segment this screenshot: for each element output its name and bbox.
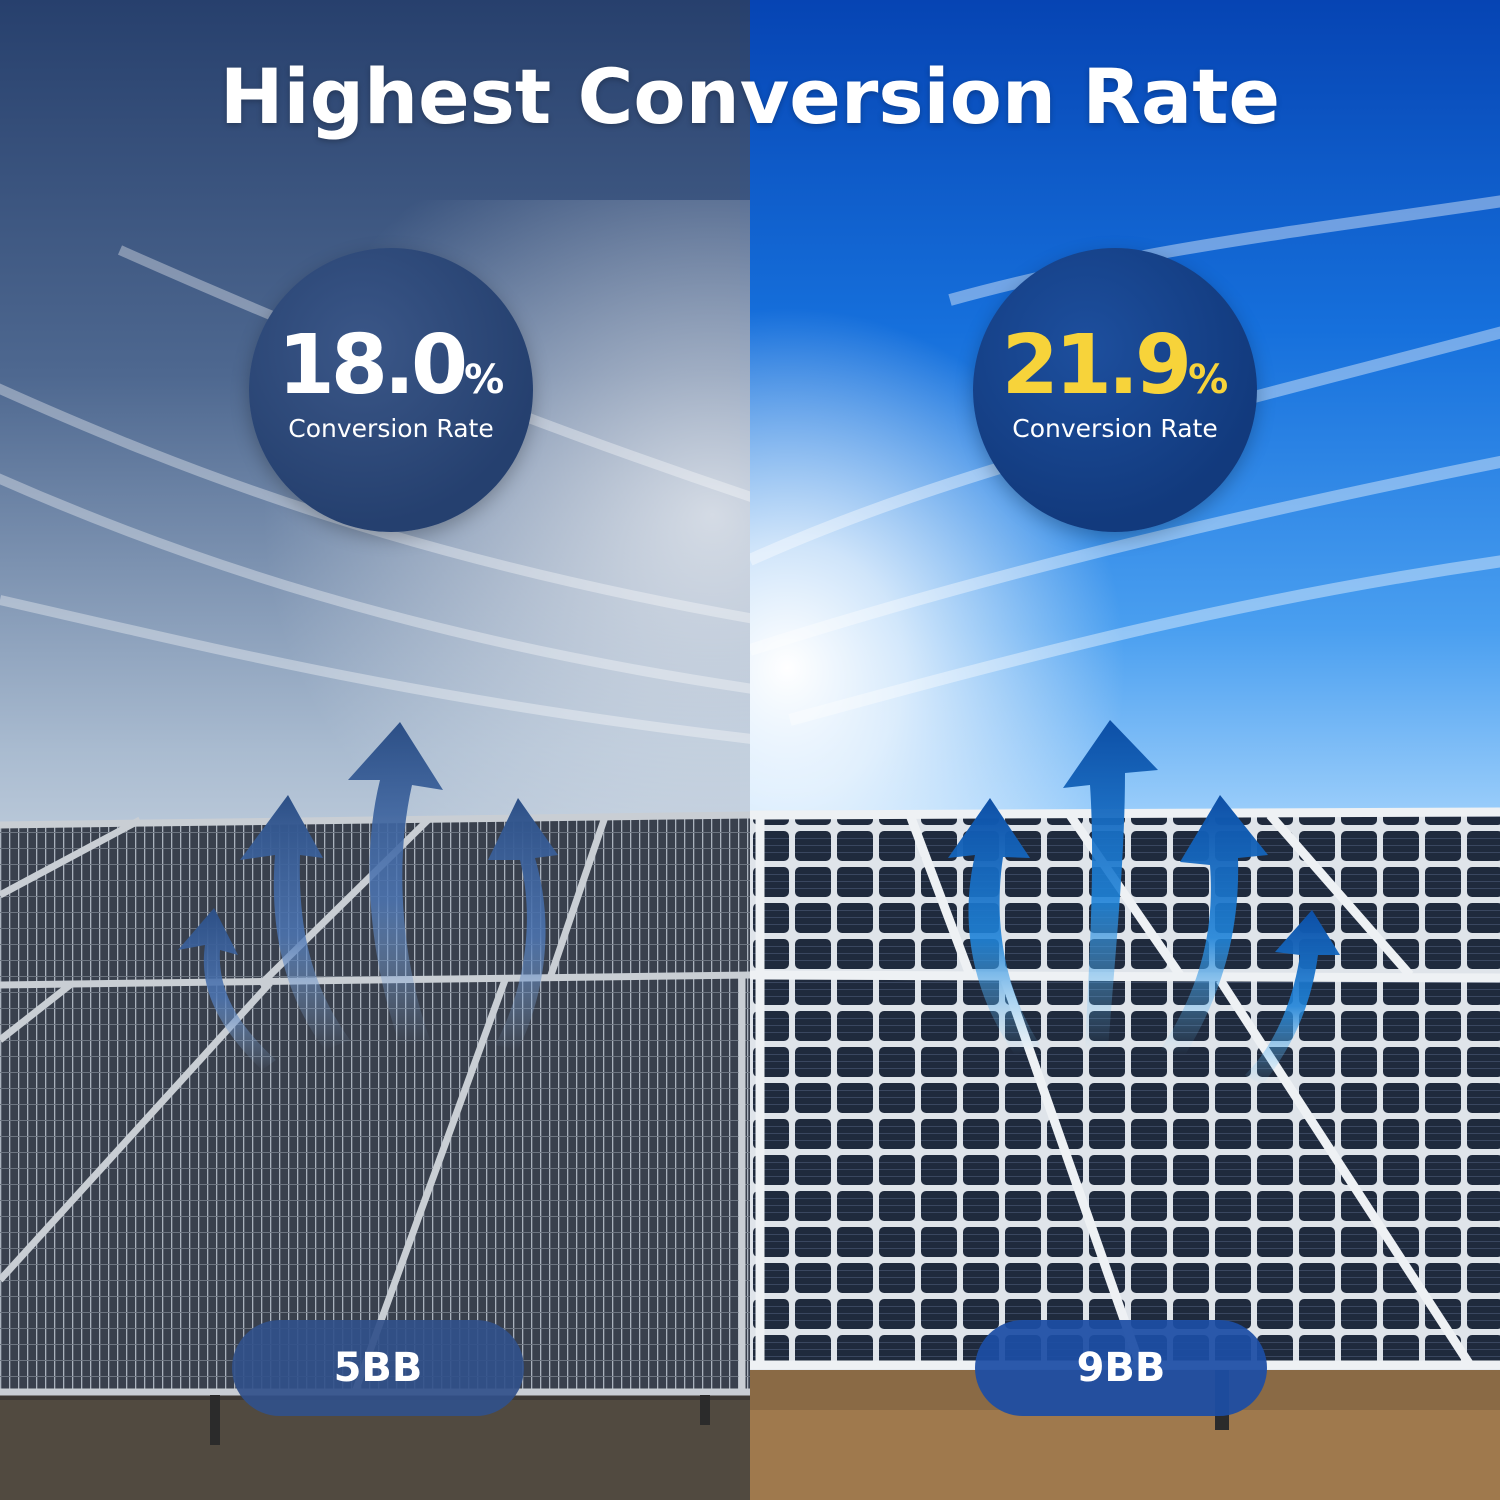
conversion-rate-value: 21.9% xyxy=(973,318,1257,413)
rate-number: 21.9 xyxy=(1001,318,1192,413)
rate-caption: Conversion Rate xyxy=(288,414,494,443)
rate-number: 18.0 xyxy=(277,318,468,413)
conversion-rate-value: 18.0% xyxy=(249,318,533,413)
panel-9bb-photo xyxy=(750,0,1500,1500)
rate-unit: % xyxy=(1188,357,1229,403)
busbar-label-9bb: 9BB xyxy=(975,1320,1267,1416)
conversion-rate-badge-5bb: 18.0% Conversion Rate xyxy=(249,248,533,532)
rate-unit: % xyxy=(464,357,505,403)
rate-caption: Conversion Rate xyxy=(1012,414,1218,443)
busbar-label-5bb: 5BB xyxy=(232,1320,524,1416)
panel-5bb-photo xyxy=(0,0,750,1500)
conversion-rate-badge-9bb: 21.9% Conversion Rate xyxy=(973,248,1257,532)
page-title: Highest Conversion Rate xyxy=(219,52,1281,141)
